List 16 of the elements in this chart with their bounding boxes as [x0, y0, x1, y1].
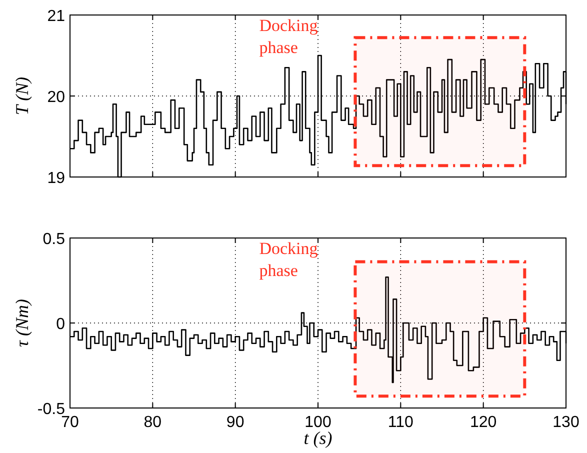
x-tick-label: 100 — [304, 414, 332, 431]
y-tick-label: 0 — [56, 316, 66, 333]
x-axis-title: t (s) — [304, 428, 332, 448]
y-axis-title: T (N) — [12, 76, 32, 116]
x-tick-label: 120 — [470, 414, 497, 431]
y-tick-label: 19 — [47, 170, 66, 187]
band-label: Docking phase — [259, 239, 318, 280]
x-tick-label: 130 — [552, 414, 580, 431]
y-tick-label: 21 — [47, 8, 66, 25]
x-tick-label: 90 — [226, 414, 244, 431]
y-tick-label: 0.5 — [42, 231, 66, 248]
y-axis-title: τ (Nm) — [12, 299, 32, 347]
band-label: Docking phase — [259, 16, 318, 57]
x-tick-label: 80 — [144, 414, 162, 431]
x-tick-label: 110 — [388, 414, 414, 431]
y-tick-label: 20 — [47, 89, 66, 106]
